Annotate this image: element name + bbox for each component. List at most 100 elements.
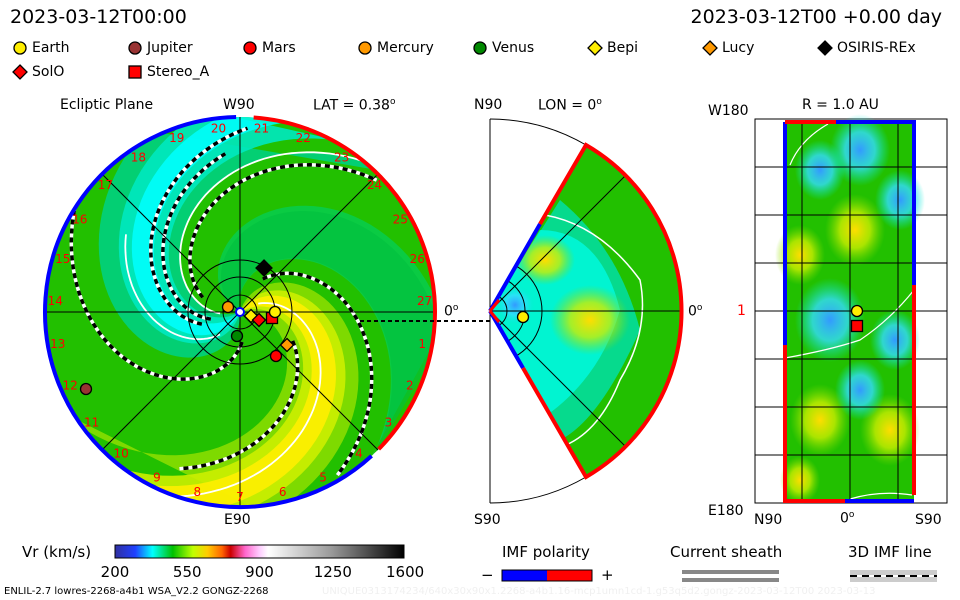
mercury-marker: [221, 300, 235, 314]
circle-marker-icon: [358, 41, 372, 55]
legend-label: Stereo_A: [147, 64, 210, 80]
imf-line-dash: [179, 340, 300, 471]
circle-marker-icon: [13, 41, 27, 55]
current-sheet-line: [179, 151, 362, 315]
legend-label: Bepi: [607, 40, 638, 56]
carrington-tick-label: 16: [72, 213, 87, 227]
speed-band: [122, 295, 336, 507]
colorbar-tick: 1250: [313, 563, 352, 581]
current-sheath-label: Current sheath: [670, 543, 783, 561]
meridional-bottom-label: S90: [474, 512, 501, 528]
legend-item-solo: SolO: [12, 64, 64, 80]
legend-item-lucy: Lucy: [702, 40, 754, 56]
jupiter-marker: [79, 382, 93, 396]
carrington-tick-label: 6: [279, 485, 287, 499]
earth-marker: [516, 310, 530, 324]
speed-band: [220, 211, 435, 477]
carrington-tick-label: 10: [113, 447, 128, 461]
radial-x-mid: 0o: [840, 510, 854, 527]
carrington-tick-label: 25: [393, 213, 408, 227]
sun-marker: [235, 307, 245, 317]
carrington-tick-label: 20: [211, 121, 226, 135]
diamond-marker-icon: [12, 64, 28, 80]
earth-marker: [850, 304, 864, 318]
longitude-label: LON = 0o: [538, 97, 602, 114]
legend-label: SolO: [32, 64, 65, 80]
diamond-marker-icon: [587, 40, 603, 56]
speed-blob: [780, 456, 820, 504]
legend-label: Venus: [492, 40, 535, 56]
carrington-tick-label: 18: [131, 150, 146, 164]
imf-minus-label: −: [481, 566, 494, 584]
ecliptic-top-label: W90: [223, 97, 255, 113]
osiris-rex-marker: [255, 259, 273, 277]
latitude-label: LAT = 0.38o: [313, 97, 395, 114]
radial-x-left: N90: [754, 512, 783, 528]
carrington-tick-label: 19: [169, 131, 184, 145]
imf-negative-rim: [43, 115, 373, 509]
colorbar-tick: 1600: [386, 563, 425, 581]
carrington-tick-label: 21: [254, 121, 269, 135]
imf-polarity-label: IMF polarity: [502, 543, 590, 561]
speed-band: [131, 117, 315, 336]
meridional-panel: [488, 118, 684, 504]
carrington-tick-label: 13: [50, 337, 65, 351]
legend-item-mercury: Mercury: [357, 40, 434, 56]
colorbar-tick: 200: [100, 563, 130, 581]
velocity-colorbar: [114, 544, 405, 559]
circle-marker-icon: [243, 41, 257, 55]
carrington-tick-label: 3: [385, 415, 393, 429]
ecliptic-right-value: 0: [444, 303, 453, 320]
speed-blob: [795, 140, 845, 200]
longitude-value: LON = 0: [538, 97, 597, 114]
circle-marker-icon: [128, 41, 142, 55]
earth-marker: [268, 305, 282, 319]
carrington-tick-label: 14: [48, 294, 63, 308]
carrington-tick-label: 24: [367, 178, 382, 192]
radial-x-right: S90: [915, 512, 942, 528]
colorbar-tick: 550: [172, 563, 202, 581]
degree-sign: o: [848, 510, 855, 520]
lucy-marker: [279, 337, 295, 353]
colorbar-tick: 900: [245, 563, 274, 581]
speed-blob: [825, 194, 885, 266]
legend-label: Mercury: [377, 40, 434, 56]
meridional-right-label: 0o: [688, 303, 702, 320]
carrington-tick-label: 2: [406, 378, 414, 392]
elapsed-time: 2023-03-12T00 +0.00 day: [690, 6, 942, 28]
imf-plus-label: +: [601, 566, 614, 584]
carrington-tick-label: 5: [319, 470, 327, 484]
imf-line-dash: [161, 152, 227, 321]
legend-label: OSIRIS-REx: [837, 40, 916, 56]
watermark: UNIQUE0313174234/640x30x90x1.2268-a4b1.1…: [322, 586, 876, 597]
legend-item-stereo-a: Stereo_A: [127, 64, 209, 80]
radial-x-mid-value: 0: [840, 510, 849, 527]
carrington-tick-label: 8: [194, 485, 202, 499]
speed-blob: [795, 278, 865, 362]
square-marker-icon: [128, 65, 142, 79]
ecliptic-bottom-label: E90: [224, 512, 251, 528]
degree-sign: o: [696, 303, 703, 313]
radius-label: R = 1.0 AU: [802, 97, 879, 113]
imf-positive-rim: [253, 115, 437, 451]
carrington-tick-label: 15: [55, 252, 70, 266]
imf-line-swatch: [850, 570, 937, 582]
current-sheet-line: [179, 302, 322, 498]
degree-sign: o: [389, 97, 396, 107]
speed-blob: [790, 384, 850, 456]
meridional-top-label: N90: [474, 97, 503, 113]
diamond-marker-icon: [702, 40, 718, 56]
imf-polarity-bar: [501, 569, 593, 582]
legend-item-earth: Earth: [12, 40, 70, 56]
circle-marker-icon: [473, 41, 487, 55]
carrington-tick-label: 1: [418, 337, 426, 351]
speed-blob: [835, 360, 885, 420]
legend-label: Lucy: [722, 40, 755, 56]
legend-label: Earth: [32, 40, 70, 56]
legend-item-mars: Mars: [242, 40, 296, 56]
model-time: 2023-03-12T00:00: [10, 6, 187, 28]
legend-item-osiris-rex: OSIRIS-REx: [817, 40, 916, 56]
venus-marker: [230, 329, 244, 343]
